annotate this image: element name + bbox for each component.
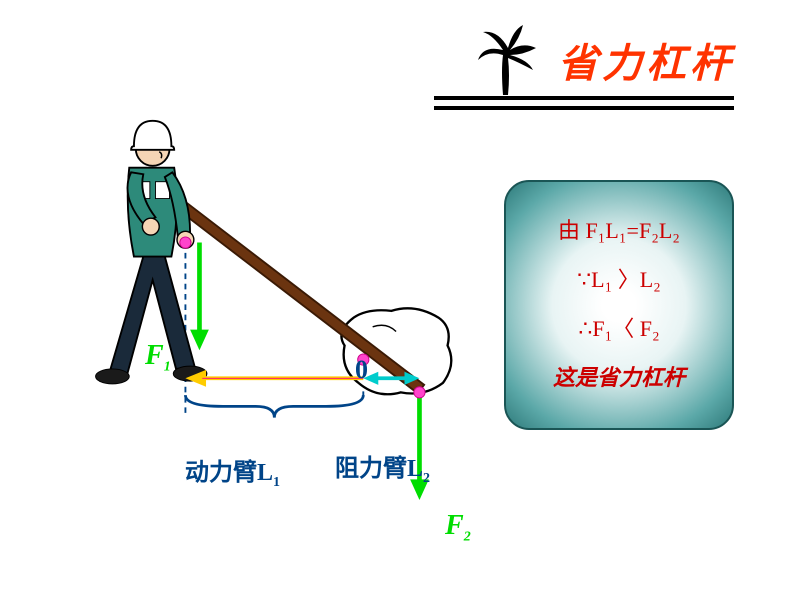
arm-l1-arrow (185, 370, 363, 387)
page-title: 省力杠杆 (558, 31, 734, 89)
label-f2: F2 (445, 510, 471, 546)
label-arm-l2: 阻力臂L2 (335, 448, 430, 487)
label-fulcrum-0: 0 (355, 355, 368, 385)
force-f1-arrow (190, 243, 209, 351)
label-f1: F1 (145, 340, 171, 376)
arm-l1-brace (185, 395, 363, 417)
lever-diagram (40, 60, 490, 500)
formula-conclusion: 这是省力杠杆 (553, 363, 685, 394)
formula-line-1: 由 F₁L₁=F₂L₂ (558, 216, 680, 247)
title-area: 省力杠杆 (468, 20, 734, 100)
point-effort (180, 237, 191, 248)
point-load (414, 387, 425, 398)
lever-bar (165, 191, 424, 393)
formula-line-2: ∵L₁ 〉L₂ (577, 265, 661, 296)
formula-line-3: ∴F₁〈 F₂ (578, 314, 659, 345)
label-arm-l1: 动力臂L1 (185, 452, 280, 491)
formula-box: 由 F₁L₁=F₂L₂ ∵L₁ 〉L₂ ∴F₁〈 F₂ 这是省力杠杆 (504, 180, 734, 430)
